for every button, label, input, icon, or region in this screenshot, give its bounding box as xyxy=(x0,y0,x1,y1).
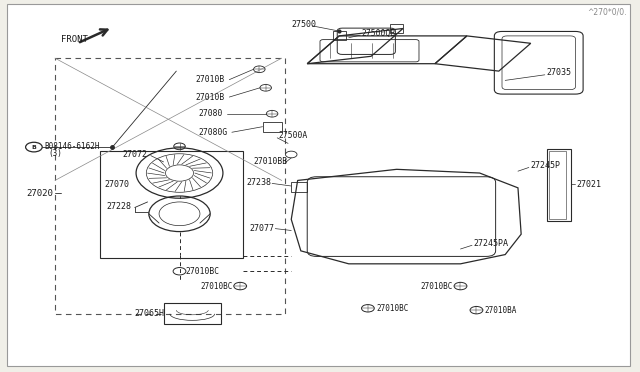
Bar xyxy=(390,24,403,33)
Bar xyxy=(262,122,282,132)
Text: 27080: 27080 xyxy=(198,109,223,118)
Bar xyxy=(100,151,243,258)
Text: 27238: 27238 xyxy=(246,178,271,187)
Text: 27500QB: 27500QB xyxy=(362,29,396,38)
Text: 27010B: 27010B xyxy=(195,93,225,102)
Text: 27020: 27020 xyxy=(26,189,53,198)
Text: 27070: 27070 xyxy=(105,180,130,189)
Text: B: B xyxy=(31,145,36,150)
Text: 27010BC: 27010BC xyxy=(200,282,232,291)
Text: 27010BB: 27010BB xyxy=(253,157,287,166)
Bar xyxy=(333,31,346,39)
Text: 27228: 27228 xyxy=(106,202,131,211)
Text: 27245PA: 27245PA xyxy=(473,239,508,248)
Bar xyxy=(291,182,307,192)
Text: FRONT: FRONT xyxy=(61,35,88,44)
Text: B08146-6162H: B08146-6162H xyxy=(44,142,100,151)
Text: 27500: 27500 xyxy=(291,20,316,29)
Text: 27065H: 27065H xyxy=(135,310,165,318)
Text: (3): (3) xyxy=(49,149,63,158)
Text: 27245P: 27245P xyxy=(531,161,561,170)
Text: 27072: 27072 xyxy=(122,150,147,159)
Text: 27010BA: 27010BA xyxy=(484,306,517,315)
Bar xyxy=(164,304,221,324)
Text: 27010BC: 27010BC xyxy=(186,267,220,276)
Text: 27035: 27035 xyxy=(547,68,572,77)
Text: 27080G: 27080G xyxy=(198,128,228,137)
Text: 27010BC: 27010BC xyxy=(420,282,453,291)
Bar xyxy=(549,151,566,219)
Bar xyxy=(55,58,285,314)
Text: ^270*0/0.: ^270*0/0. xyxy=(587,7,627,16)
Text: 27010B: 27010B xyxy=(195,75,225,84)
Text: 27500A: 27500A xyxy=(278,131,308,141)
Text: 27077: 27077 xyxy=(250,224,275,233)
Text: 27010BC: 27010BC xyxy=(376,304,408,313)
Bar xyxy=(547,149,571,221)
Text: 27021: 27021 xyxy=(577,180,602,189)
